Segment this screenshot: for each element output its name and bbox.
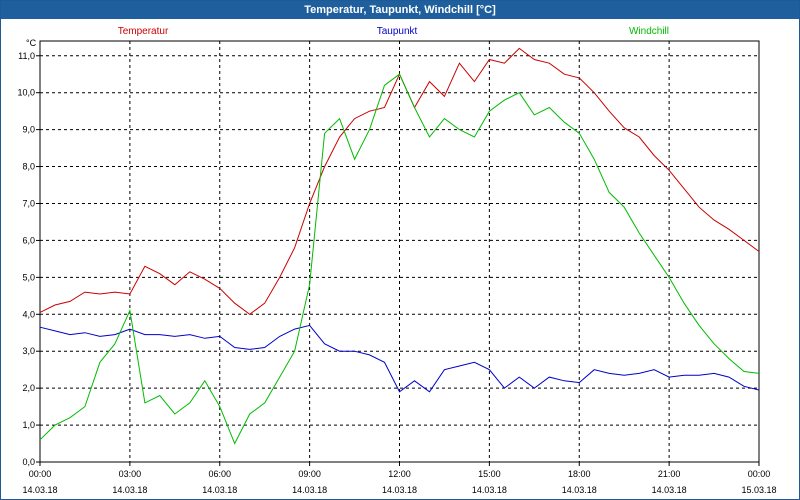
x-tick-date: 14.03.18 bbox=[292, 485, 327, 495]
y-tick-label: 8,0 bbox=[22, 162, 35, 172]
x-tick-time: 18:00 bbox=[568, 469, 591, 479]
y-axis-label: °C bbox=[26, 38, 37, 48]
y-tick-label: 3,0 bbox=[22, 346, 35, 356]
series-line-windchill bbox=[39, 73, 760, 445]
window-title: Temperatur, Taupunkt, Windchill [°C] bbox=[1, 1, 799, 19]
x-tick-date: 14.03.18 bbox=[562, 485, 597, 495]
legend-temperatur: Temperatur bbox=[118, 26, 169, 37]
y-tick-label: 2,0 bbox=[22, 383, 35, 393]
y-tick-label: 1,0 bbox=[22, 420, 35, 430]
y-tick-label: 7,0 bbox=[22, 198, 35, 208]
y-tick-label: 9,0 bbox=[22, 125, 35, 135]
y-tick-label: 5,0 bbox=[22, 272, 35, 282]
x-tick-date: 14.03.18 bbox=[652, 485, 687, 495]
x-tick-time: 09:00 bbox=[298, 469, 321, 479]
y-tick-label: 4,0 bbox=[22, 309, 35, 319]
x-tick-time: 21:00 bbox=[658, 469, 681, 479]
x-tick-time: 15:00 bbox=[478, 469, 501, 479]
x-tick-date: 14.03.18 bbox=[472, 485, 507, 495]
x-tick-date: 15.03.18 bbox=[741, 485, 776, 495]
x-tick-time: 06:00 bbox=[208, 469, 231, 479]
legend-taupunkt: Taupunkt bbox=[377, 26, 418, 37]
y-tick-label: 0,0 bbox=[22, 457, 35, 467]
y-tick-label: 11,0 bbox=[18, 51, 35, 61]
x-tick-time: 00:00 bbox=[748, 469, 771, 479]
x-tick-date: 14.03.18 bbox=[202, 485, 237, 495]
x-tick-time: 12:00 bbox=[388, 469, 411, 479]
legend-windchill: Windchill bbox=[629, 26, 669, 37]
y-tick-label: 6,0 bbox=[22, 235, 35, 245]
x-tick-time: 00:00 bbox=[29, 469, 52, 479]
x-tick-date: 14.03.18 bbox=[382, 485, 417, 495]
series-line-taupunkt bbox=[39, 324, 760, 393]
x-tick-date: 14.03.18 bbox=[22, 485, 57, 495]
y-tick-label: 10,0 bbox=[17, 88, 35, 98]
x-tick-date: 14.03.18 bbox=[112, 485, 147, 495]
x-tick-time: 03:00 bbox=[119, 469, 142, 479]
